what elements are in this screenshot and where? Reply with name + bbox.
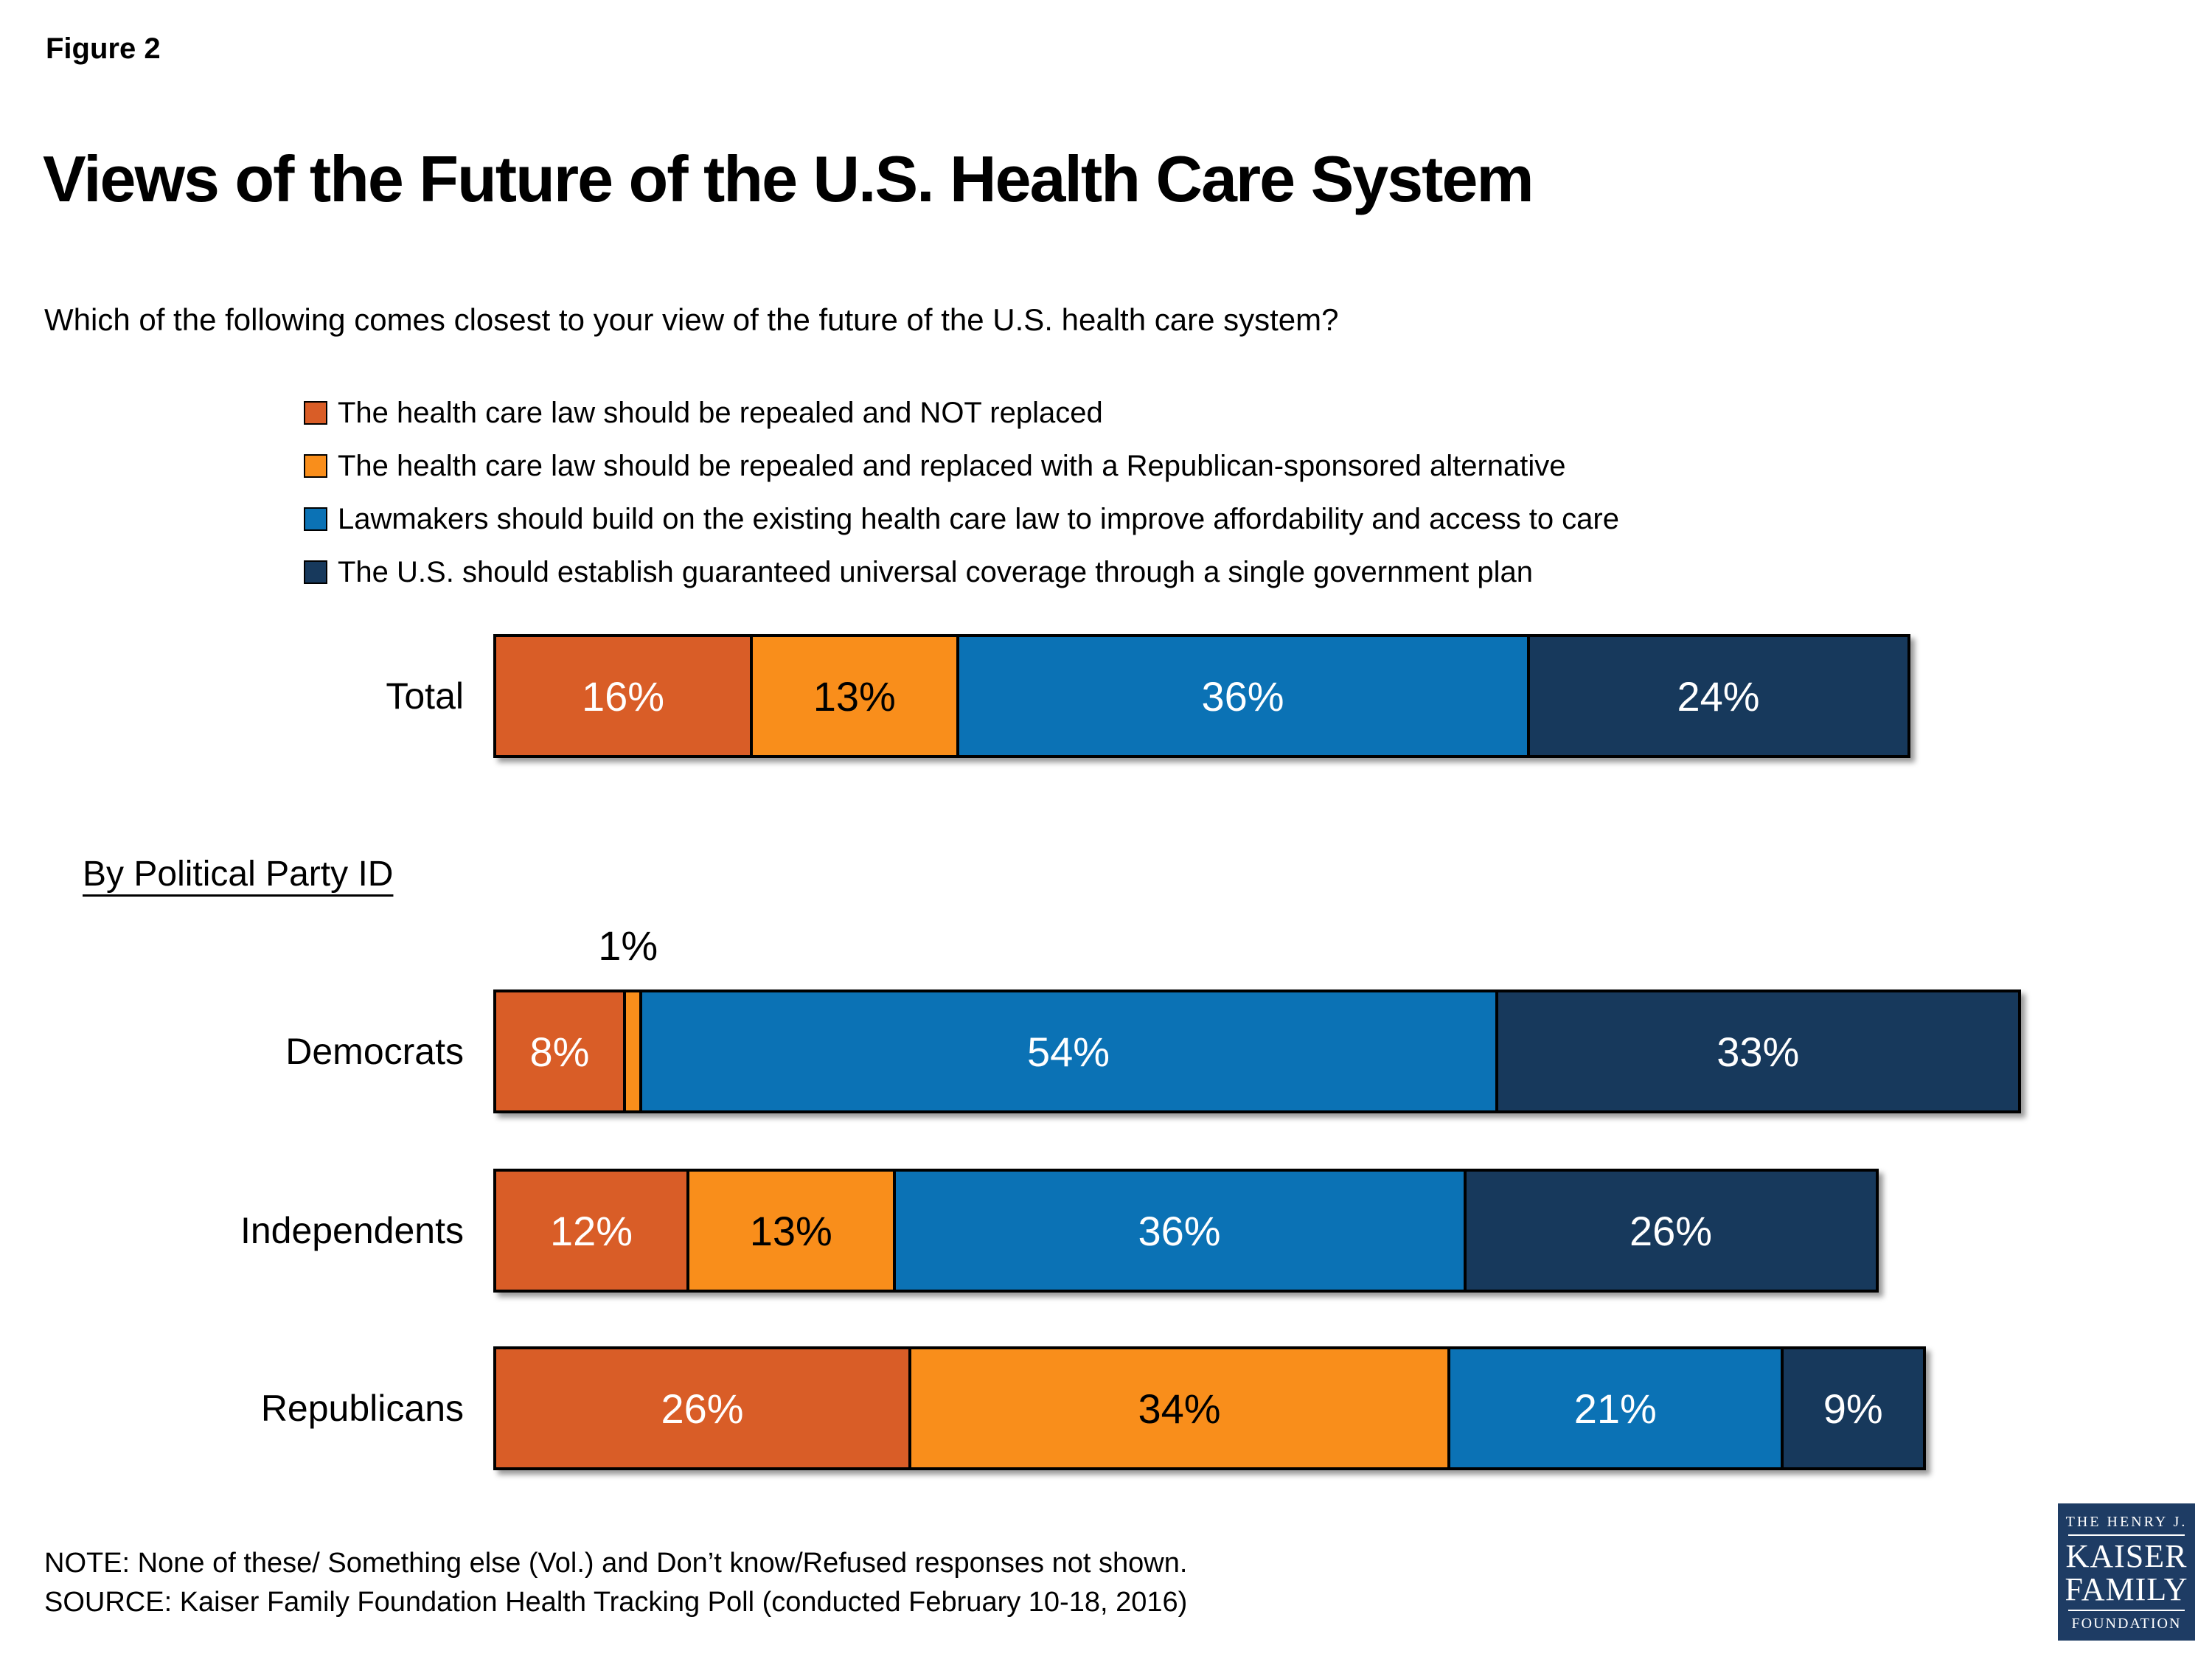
bar-row-independents: Independents 12% 13% 36% 26%: [240, 1169, 1879, 1293]
row-label-independents: Independents: [240, 1210, 464, 1251]
row-label-democrats: Democrats: [285, 1031, 464, 1072]
legend-item: The U.S. should establish guaranteed uni…: [304, 555, 1619, 588]
legend-label: The health care law should be repealed a…: [338, 396, 1103, 429]
logo-line-foundation: FOUNDATION: [2071, 1615, 2182, 1632]
chart-title: Views of the Future of the U.S. Health C…: [43, 142, 1534, 215]
bar-row-total: Total 16% 13% 36% 24%: [386, 634, 1910, 758]
legend-swatch-repeal-replaced: [304, 454, 327, 478]
stacked-bar-democrats: 8% 1% 54% 33%: [493, 990, 2021, 1113]
bar-segment: 21%: [1447, 1349, 1781, 1467]
bar-segment-value: 12%: [549, 1207, 633, 1254]
section-header-party-id: By Political Party ID: [83, 855, 394, 894]
bar-segment-value: 26%: [1629, 1207, 1713, 1254]
bar-row-democrats: Democrats 8% 1% 54% 33% 1%: [285, 922, 2021, 1113]
figure-number: Figure 2: [46, 32, 161, 65]
bar-segment-value: 13%: [813, 672, 896, 720]
logo-line-henry-j: THE HENRY J.: [2065, 1514, 2188, 1530]
bar-segment: 24%: [1526, 637, 1907, 755]
bar-segment: 1%: [623, 992, 639, 1110]
legend-item: The health care law should be repealed a…: [304, 396, 1619, 429]
bar-segment-value: 16%: [581, 672, 665, 720]
bar-segment: 36%: [892, 1172, 1464, 1290]
stacked-bar-republicans: 26% 34% 21% 9%: [493, 1346, 1926, 1470]
logo-line-kaiser: KAISER: [2065, 1538, 2188, 1574]
legend-label: The health care law should be repealed a…: [338, 449, 1566, 482]
chart-question: Which of the following comes closest to …: [44, 302, 1339, 337]
bar-segment: 13%: [686, 1172, 893, 1290]
bar-segment-value: 26%: [661, 1385, 744, 1432]
bar-segment-value: 13%: [749, 1207, 832, 1254]
bar-segment-value: 8%: [529, 1028, 590, 1075]
bar-segment: 8%: [496, 992, 623, 1110]
kaiser-family-foundation-logo: THE HENRY J. KAISER FAMILY FOUNDATION: [2058, 1503, 2195, 1641]
bar-segment: 54%: [639, 992, 1495, 1110]
logo-rule: [2068, 1610, 2185, 1611]
bar-row-republicans: Republicans 26% 34% 21% 9%: [261, 1346, 1926, 1470]
stacked-bar-total: 16% 13% 36% 24%: [493, 634, 1910, 758]
row-label-republicans: Republicans: [260, 1388, 464, 1429]
bar-segment-value: 36%: [1138, 1207, 1221, 1254]
bar-segment-value: 9%: [1823, 1385, 1883, 1432]
outside-value-callout: 1%: [598, 922, 658, 969]
legend-item: Lawmakers should build on the existing h…: [304, 502, 1619, 535]
legend-label: The U.S. should establish guaranteed uni…: [338, 555, 1534, 588]
legend-swatch-build-on-law: [304, 507, 327, 531]
bar-segment: 26%: [496, 1349, 908, 1467]
note-text: NOTE: None of these/ Something else (Vol…: [44, 1548, 1188, 1579]
bar-segment: 16%: [496, 637, 750, 755]
bar-segment-value: 36%: [1201, 672, 1284, 720]
legend-item: The health care law should be repealed a…: [304, 449, 1619, 482]
bar-segment: 26%: [1463, 1172, 1876, 1290]
legend-swatch-repeal-not-replaced: [304, 401, 327, 425]
logo-rule: [2068, 1534, 2185, 1536]
bar-segment: 9%: [1780, 1349, 1923, 1467]
bar-segment-value: 34%: [1138, 1385, 1221, 1432]
stacked-bar-independents: 12% 13% 36% 26%: [493, 1169, 1879, 1293]
bar-segment: 12%: [496, 1172, 686, 1290]
source-text: SOURCE: Kaiser Family Foundation Health …: [44, 1587, 1188, 1618]
bar-segment-value: 54%: [1026, 1028, 1110, 1075]
footnotes: NOTE: None of these/ Something else (Vol…: [44, 1544, 1187, 1622]
row-label-total: Total: [386, 675, 464, 717]
legend-swatch-single-plan: [304, 560, 327, 584]
bar-segment: 33%: [1495, 992, 2018, 1110]
bar-segment: 34%: [908, 1349, 1447, 1467]
bar-segment: 36%: [956, 637, 1527, 755]
bar-segment: 13%: [750, 637, 956, 755]
bar-segment-value: 24%: [1677, 672, 1760, 720]
legend-label: Lawmakers should build on the existing h…: [338, 502, 1619, 535]
logo-line-family: FAMILY: [2065, 1571, 2188, 1607]
legend: The health care law should be repealed a…: [304, 396, 1619, 611]
bar-segment-value: 21%: [1573, 1385, 1657, 1432]
bar-segment-value: 33%: [1717, 1028, 1800, 1075]
